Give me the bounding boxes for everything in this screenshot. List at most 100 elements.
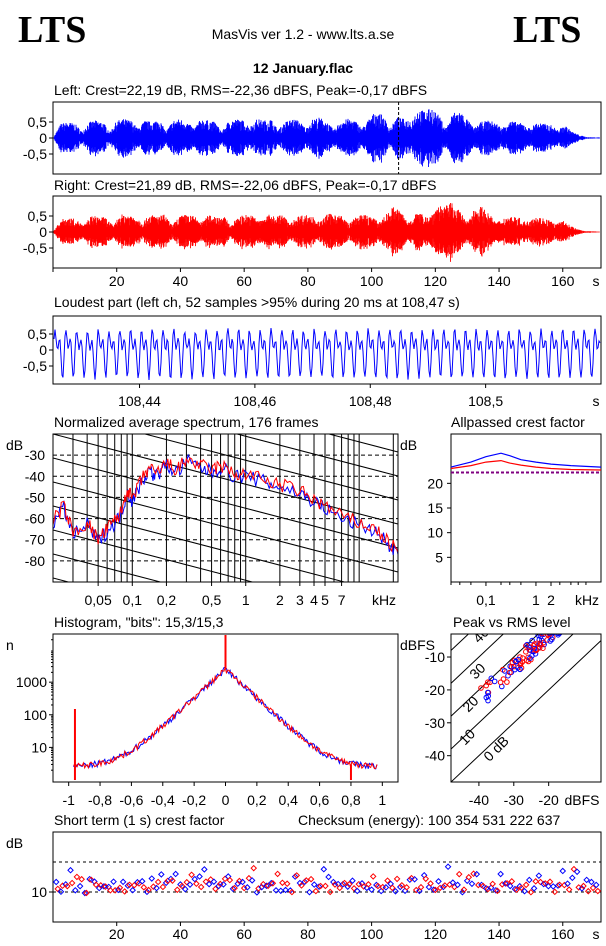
- peak-rms-point: [553, 628, 558, 633]
- peak-rms-point: [565, 623, 570, 628]
- peak-rms-point: [572, 614, 577, 619]
- spectrum-ylabel: dB: [6, 437, 23, 453]
- peak-rms-point: [544, 637, 551, 643]
- peak-rms-crest-label: 20: [459, 693, 481, 715]
- short-term-point: [116, 884, 124, 892]
- short-term-point: [365, 881, 372, 888]
- loudest-part-xtick-label: 108,5: [468, 393, 503, 409]
- peak-rms-point: [553, 620, 558, 625]
- lts-logo-left: LTS: [18, 9, 87, 51]
- crest-series-1: [450, 459, 602, 471]
- peak-rms-point: [552, 623, 557, 628]
- short-term-point: [207, 876, 215, 883]
- peak-rms-point: [544, 626, 549, 631]
- crest-xtick-label: 2: [547, 592, 555, 608]
- peak-rms-point: [524, 641, 530, 648]
- spectrum-slope: [143, 434, 398, 501]
- time-tick-label: 160: [551, 273, 575, 289]
- short-term-point: [573, 868, 581, 876]
- short-term-point: [183, 878, 191, 886]
- peak-rms-point: [539, 634, 545, 637]
- short-term-point: [298, 882, 305, 889]
- spectrum-xtick-label: 0,1: [123, 592, 143, 608]
- time-tick-label: 60: [236, 273, 252, 289]
- short-term-point: [291, 873, 299, 880]
- peak-rms-point: [547, 638, 554, 644]
- peak-rms-point: [497, 679, 504, 686]
- short-term-point: [288, 888, 296, 896]
- histogram-xtick-label: 0,8: [341, 792, 361, 808]
- histogram-ytick-label: 1000: [16, 674, 47, 690]
- loudest-part-xtick-label: 108,44: [118, 393, 161, 409]
- peak-rms-point: [543, 634, 548, 635]
- short-term-point: [508, 878, 516, 885]
- crest-unit: kHz: [575, 592, 599, 608]
- peak-rms-point: [551, 622, 556, 627]
- short-term-point: [178, 882, 186, 890]
- short-term-point: [554, 882, 562, 889]
- peak-rms-point: [557, 613, 562, 618]
- short-term-point: [588, 878, 595, 886]
- short-term-xtick-label: 80: [300, 926, 316, 942]
- short-term-point: [506, 882, 514, 890]
- histogram-xtick-label: -1: [62, 792, 75, 808]
- short-term-point: [580, 882, 587, 890]
- histogram-ytick-label: 10: [31, 739, 47, 755]
- short-term-point: [482, 885, 490, 892]
- short-term-point: [403, 884, 410, 891]
- short-term-point: [130, 881, 138, 889]
- short-term-point: [449, 879, 457, 886]
- peak-rms-point: [483, 682, 490, 689]
- lts-logo-right: LTS: [513, 9, 582, 51]
- short-term-point: [121, 888, 128, 895]
- peak-rms-point: [500, 676, 507, 682]
- short-term-point: [436, 884, 444, 892]
- loudest-part-ytick-label: 0: [39, 342, 47, 358]
- short-term-point: [535, 872, 543, 879]
- time-unit-label: s: [593, 273, 600, 289]
- peak-rms-point: [571, 617, 576, 622]
- peak-rms-point: [504, 679, 510, 685]
- short-term-point: [67, 866, 74, 874]
- peak-rms-point: [568, 611, 573, 616]
- peak-rms-point: [488, 675, 495, 682]
- peak-rms-crest-label: 30: [466, 660, 488, 682]
- peak-rms-point: [569, 604, 574, 609]
- peak-rms-point: [556, 634, 563, 636]
- peak-rms-xtick-label: -30: [504, 792, 524, 808]
- short-term-point: [389, 884, 396, 892]
- short-term-point: [153, 884, 160, 892]
- short-term-point: [460, 886, 468, 893]
- short-term-point: [248, 877, 256, 884]
- peak-rms-point: [523, 649, 529, 655]
- short-term-point: [422, 875, 430, 883]
- peak-rms-point: [560, 610, 565, 615]
- short-term-xtick-label: 140: [487, 926, 511, 942]
- peak-rms-point: [549, 636, 555, 643]
- short-term-point: [210, 878, 218, 885]
- short-term-point: [296, 879, 304, 887]
- short-term-point: [255, 885, 262, 892]
- short-term-point: [83, 889, 90, 897]
- peak-rms-point: [561, 618, 566, 623]
- peak-rms-point: [544, 628, 549, 633]
- short-term-xtick-label: 20: [109, 926, 125, 942]
- short-term-point: [57, 888, 65, 896]
- short-term-point: [494, 887, 501, 895]
- short-term-point: [107, 887, 114, 894]
- short-term-point: [302, 877, 310, 884]
- peak-rms-point: [569, 614, 574, 619]
- spectrum-xtick-label: 2: [276, 592, 284, 608]
- peak-rms-point: [561, 612, 566, 617]
- short-term-point: [145, 886, 152, 894]
- short-term-point: [417, 883, 425, 891]
- short-term-point: [239, 878, 246, 886]
- short-term-point: [439, 883, 447, 891]
- short-term-point: [559, 867, 567, 875]
- peak-rms-ytick-label: -40: [425, 748, 445, 764]
- short-term-ylabel: dB: [6, 835, 23, 851]
- short-term-point: [212, 885, 219, 893]
- peak-rms-point: [546, 634, 553, 636]
- peak-rms-point: [507, 669, 513, 676]
- short-term-point: [345, 880, 353, 888]
